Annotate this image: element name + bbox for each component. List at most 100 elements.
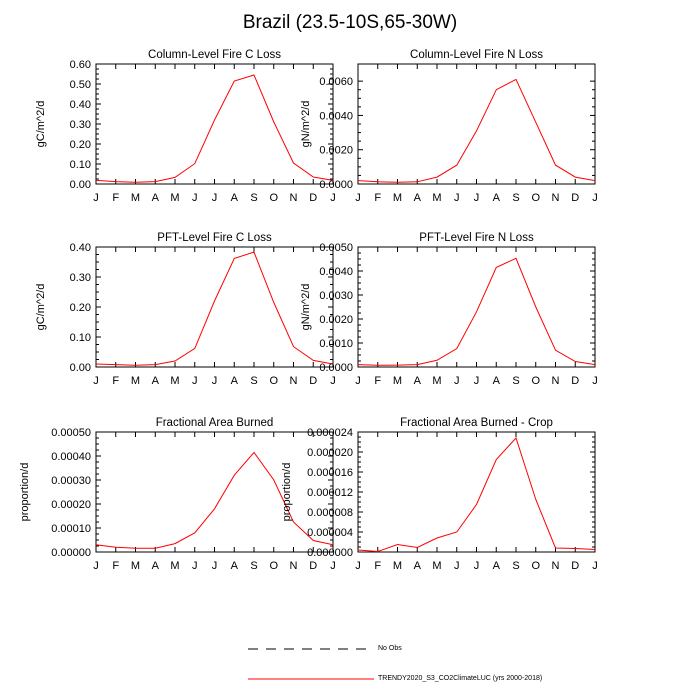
x-tick-label: M [170, 560, 179, 572]
legend-model-label: TRENDY2020_S3_CO2ClimateLUC (yrs 2000-20… [378, 675, 543, 682]
series-line [357, 78, 596, 183]
y-tick-label: 0.0060 [319, 76, 353, 88]
y-tick-label: 0.0000 [319, 179, 353, 191]
y-axis-label: gC/m^2/d [35, 101, 47, 148]
page-title: Brazil (23.5-10S,65-30W) [242, 12, 458, 33]
x-tick-label: D [571, 560, 579, 572]
x-tick-label: N [290, 375, 298, 387]
x-tick-label: J [192, 375, 198, 387]
x-tick-label: D [571, 192, 579, 204]
x-tick-label: J [474, 192, 480, 204]
x-tick-label: N [290, 192, 298, 204]
chart-title: Fractional Area Burned [156, 417, 274, 429]
y-tick-label: 0.00000 [51, 547, 91, 559]
x-tick-label: J [192, 560, 198, 572]
x-tick-label: J [212, 375, 218, 387]
x-tick-label: J [93, 560, 99, 572]
y-tick-label: 0.0030 [319, 290, 353, 302]
y-tick-label: 0.00 [70, 179, 91, 191]
y-tick-label: 0.0000 [319, 362, 353, 374]
x-tick-label: J [212, 192, 218, 204]
x-tick-label: F [112, 375, 119, 387]
legend-obs-line [248, 648, 374, 650]
x-tick-label: A [493, 560, 501, 572]
series-line [95, 451, 334, 549]
y-tick-label: 0.000020 [307, 447, 353, 459]
x-tick-label: J [355, 375, 361, 387]
x-tick-label: N [552, 560, 560, 572]
x-tick-label: M [170, 375, 179, 387]
x-tick-label: M [393, 192, 402, 204]
y-tick-label: 0.20 [70, 139, 91, 151]
y-tick-label: 0.30 [70, 272, 91, 284]
x-tick-label: N [552, 375, 560, 387]
x-tick-label: J [474, 560, 480, 572]
y-tick-label: 0.0020 [319, 314, 353, 326]
x-tick-label: M [131, 192, 140, 204]
y-tick-label: 0.20 [70, 302, 91, 314]
x-tick-label: J [330, 560, 336, 572]
series-line [95, 74, 334, 183]
x-tick-label: F [374, 560, 381, 572]
legend-model-line [248, 678, 374, 680]
x-tick-label: O [269, 192, 278, 204]
y-tick-label: 0.0020 [319, 145, 353, 157]
series-line [357, 257, 596, 366]
x-tick-label: S [250, 192, 257, 204]
x-tick-label: M [393, 375, 402, 387]
chart-panel-5: Fractional Area Burned proportion/d 0.0000… [19, 417, 336, 572]
x-tick-label: M [432, 192, 441, 204]
plot-frame [357, 246, 596, 368]
x-tick-label: J [454, 192, 460, 204]
x-tick-label: J [592, 192, 598, 204]
y-tick-label: 0.00020 [51, 499, 91, 511]
y-axis-label: gC/m^2/d [35, 284, 47, 331]
y-tick-label: 0.10 [70, 159, 91, 171]
y-axis-label: proportion/d [281, 463, 293, 522]
x-tick-label: F [112, 192, 119, 204]
y-tick-label: 0.40 [70, 242, 91, 254]
y-tick-label: 0.000024 [307, 427, 353, 439]
x-tick-label: J [355, 192, 361, 204]
chart-panel-3: PFT-Level Fire C Loss gC/m^2/d 0.00 0.10 0.2… [35, 232, 336, 387]
x-tick-label: A [493, 192, 501, 204]
x-tick-label: S [512, 375, 519, 387]
x-tick-label: J [330, 192, 336, 204]
y-tick-label: 0.000012 [307, 487, 353, 499]
y-axis-label: gN/m^2/d [300, 284, 312, 331]
x-tick-label: A [414, 375, 422, 387]
x-tick-label: A [152, 192, 160, 204]
x-tick-label: J [93, 375, 99, 387]
x-tick-label: M [393, 560, 402, 572]
chart-title: PFT-Level Fire N Loss [419, 232, 534, 244]
x-tick-label: J [592, 560, 598, 572]
y-tick-label: 0.00040 [51, 451, 91, 463]
x-tick-label: M [432, 375, 441, 387]
x-tick-label: J [330, 375, 336, 387]
chart-panel-2: Column-Level Fire N Loss gN/m^2/d 0.0000 0.… [300, 49, 598, 204]
x-tick-label: A [414, 560, 422, 572]
chart-title: PFT-Level Fire C Loss [157, 232, 272, 244]
x-tick-label: M [131, 560, 140, 572]
x-tick-label: O [269, 560, 278, 572]
chart-title: Column-Level Fire C Loss [148, 49, 281, 61]
y-tick-label: 0.000016 [307, 467, 353, 479]
x-tick-label: N [290, 560, 298, 572]
chart-panel-1: Column-Level Fire C Loss gC/m^2/d 0.00 0.10… [35, 49, 336, 204]
x-tick-label: J [454, 375, 460, 387]
x-tick-label: D [309, 375, 317, 387]
x-tick-label: J [355, 560, 361, 572]
x-tick-label: M [432, 560, 441, 572]
y-tick-label: 0.0050 [319, 242, 353, 254]
x-tick-label: A [231, 192, 239, 204]
y-tick-label: 0.000008 [307, 507, 353, 519]
x-tick-label: A [231, 560, 239, 572]
x-tick-label: M [170, 192, 179, 204]
x-tick-label: J [592, 375, 598, 387]
x-tick-label: D [309, 560, 317, 572]
x-tick-label: O [531, 375, 540, 387]
chart-title: Fractional Area Burned - Crop [400, 417, 553, 429]
x-tick-label: F [374, 375, 381, 387]
y-tick-label: 0.60 [70, 59, 91, 71]
